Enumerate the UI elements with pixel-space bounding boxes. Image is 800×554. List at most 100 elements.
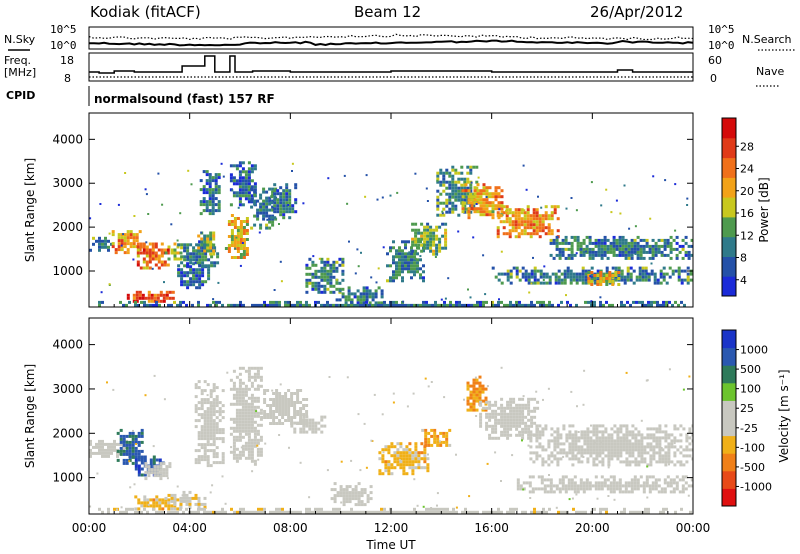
power-cell (285, 186, 289, 190)
power-cell (147, 293, 151, 297)
velocity-cell (149, 464, 153, 468)
power-cell (639, 247, 643, 251)
power-cell (514, 217, 518, 221)
power-cell (570, 241, 574, 245)
velocity-cell (209, 407, 213, 411)
power-cell (497, 204, 501, 208)
velocity-cell (354, 494, 358, 498)
velocity-cell (509, 403, 513, 407)
power-cell (488, 210, 492, 214)
power-cell (426, 246, 430, 250)
power-cell (183, 271, 187, 275)
power-cell (198, 264, 202, 268)
velocity-cell (448, 428, 452, 432)
velocity-cell (232, 369, 236, 373)
velocity-cell (203, 502, 207, 506)
power-speckle (470, 187, 473, 190)
power-cell (268, 220, 272, 224)
power-cell (317, 287, 321, 291)
power-cell (621, 247, 625, 251)
velocity-cell (374, 510, 377, 514)
velocity-colorbar-tick-label: 1000 (740, 344, 768, 357)
power-cell (451, 201, 455, 205)
power-cell (445, 192, 449, 196)
power-cell (250, 226, 254, 230)
power-cell (605, 280, 609, 283)
velocity-cell (500, 403, 504, 407)
velocity-cell (232, 435, 236, 439)
velocity-cell (592, 448, 596, 452)
velocity-cell (296, 410, 300, 413)
power-y-tick-label: 3000 (52, 176, 83, 190)
power-cell (320, 290, 324, 294)
velocity-cell (162, 471, 166, 475)
velocity-cell (278, 401, 282, 404)
power-cell (626, 269, 630, 273)
velocity-cell (426, 463, 430, 467)
power-cell (137, 303, 140, 307)
velocity-cell (479, 424, 483, 428)
power-speckle (389, 194, 392, 197)
power-cell (209, 231, 213, 235)
velocity-cell (185, 499, 189, 503)
power-cell (439, 183, 443, 187)
power-cell (451, 195, 455, 199)
velocity-cell (342, 500, 346, 504)
power-cell (579, 250, 583, 254)
power-cell (374, 295, 378, 299)
velocity-cell (527, 409, 531, 413)
velocity-cell (218, 410, 222, 414)
velocity-cell (509, 406, 513, 410)
power-cell (567, 253, 571, 257)
power-cell (561, 253, 565, 257)
velocity-speckle (593, 464, 596, 466)
velocity-cell (134, 458, 138, 462)
power-cell (198, 280, 202, 284)
power-speckle (381, 196, 384, 199)
velocity-cell (247, 396, 251, 400)
velocity-cell (669, 481, 673, 485)
power-cell (143, 300, 146, 304)
velocity-cell (613, 445, 617, 449)
power-cell (626, 275, 630, 279)
velocity-cell (479, 421, 483, 425)
power-cell (238, 203, 242, 207)
power-cell (176, 257, 180, 261)
velocity-cell (134, 467, 138, 471)
power-cell (665, 281, 669, 285)
velocity-cell (433, 437, 437, 441)
velocity-speckle (660, 447, 663, 449)
power-cell (482, 213, 486, 217)
power-cell (638, 278, 642, 282)
velocity-cell (200, 455, 204, 459)
power-cell (101, 239, 104, 243)
velocity-cell (610, 457, 614, 461)
velocity-cell (413, 510, 416, 514)
velocity-cell (637, 460, 641, 464)
x-tick-label: 12:00 (374, 521, 409, 535)
velocity-cell (296, 413, 300, 416)
velocity-cell (259, 375, 263, 379)
velocity-cell (420, 466, 424, 470)
velocity-cell (612, 478, 616, 482)
velocity-cell (339, 488, 343, 492)
velocity-cell (646, 433, 650, 437)
power-cell (629, 303, 632, 307)
velocity-cell (342, 497, 346, 501)
power-cell (299, 300, 302, 304)
power-cell (434, 303, 437, 307)
power-cell (247, 200, 251, 204)
velocity-cell (657, 478, 661, 482)
power-cell (389, 249, 392, 253)
power-cell (497, 201, 501, 205)
noise-tick-top-left: 10^5 (50, 23, 77, 36)
velocity-cell (311, 421, 315, 425)
power-cell (272, 303, 275, 307)
velocity-cell (143, 495, 147, 499)
velocity-cell (396, 457, 400, 461)
velocity-cell (419, 510, 422, 514)
velocity-cell (577, 451, 581, 455)
velocity-cell (122, 510, 125, 514)
power-cell (180, 274, 184, 278)
velocity-cell (506, 403, 510, 407)
